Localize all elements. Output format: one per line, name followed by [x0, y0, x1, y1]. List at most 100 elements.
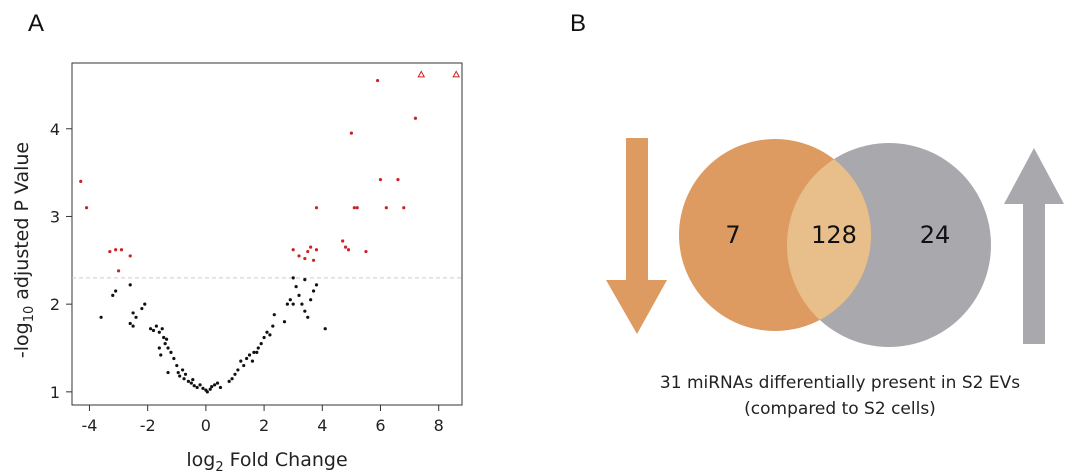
point-significant — [116, 269, 121, 273]
point-significant-offscale — [417, 70, 426, 78]
y-axis-label-sub: 10 — [22, 306, 37, 323]
point-not-significant — [164, 337, 169, 341]
point-significant — [128, 254, 132, 258]
y-axis-label: -log10 adjusted P Value — [11, 142, 37, 358]
point-not-significant — [134, 315, 138, 319]
venn-caption-line1: 31 miRNAs differentially present in S2 E… — [659, 373, 1021, 393]
axis-ticks: -4 -2 0 2 4 6 8 1 2 3 4 — [50, 120, 444, 435]
point-not-significant — [131, 324, 135, 328]
point-not-significant — [255, 350, 259, 354]
point-not-significant — [303, 309, 307, 313]
point-not-significant — [183, 372, 188, 376]
point-not-significant — [169, 350, 173, 354]
point-significant — [303, 256, 307, 261]
point-significant — [346, 248, 351, 252]
point-not-significant — [128, 283, 132, 287]
point-not-significant — [163, 342, 167, 346]
point-not-significant — [247, 353, 252, 357]
point-significant — [341, 239, 345, 243]
point-not-significant — [236, 368, 240, 372]
point-not-significant — [230, 377, 234, 381]
point-not-significant — [205, 390, 209, 394]
point-not-significant — [162, 335, 166, 340]
point-not-significant — [186, 379, 191, 383]
point-not-significant — [201, 386, 205, 390]
point-not-significant — [256, 346, 260, 350]
panel-label-b: B — [570, 10, 587, 37]
point-not-significant — [291, 276, 295, 280]
point-not-significant — [242, 363, 246, 368]
point-not-significant — [259, 342, 263, 346]
point-not-significant — [311, 289, 316, 293]
x-tick-label: 4 — [317, 416, 327, 435]
point-not-significant — [239, 359, 243, 363]
point-not-significant — [262, 335, 266, 340]
point-not-significant — [218, 385, 223, 390]
point-not-significant — [271, 324, 275, 328]
point-not-significant — [306, 315, 310, 319]
point-significant — [343, 245, 348, 249]
y-tick-label: 1 — [50, 383, 60, 402]
point-significant — [314, 248, 319, 252]
x-tick-label: 8 — [434, 416, 444, 435]
y-axis-label-rest: adjusted P Value — [11, 142, 33, 306]
point-not-significant — [309, 298, 313, 302]
point-not-significant — [172, 356, 176, 361]
plot-frame — [71, 62, 463, 406]
point-significant — [396, 178, 400, 182]
point-not-significant — [166, 370, 170, 375]
x-tick-label: 6 — [375, 416, 385, 435]
x-tick-label: -4 — [81, 416, 97, 435]
x-axis-label-sub: 2 — [215, 460, 223, 472]
y-tick-label: 2 — [50, 295, 60, 314]
point-significant — [402, 206, 406, 210]
point-not-significant — [215, 381, 220, 385]
point-not-significant — [180, 368, 185, 372]
point-significant — [84, 206, 89, 210]
point-not-significant — [159, 353, 163, 357]
point-not-significant — [285, 302, 289, 306]
point-significant — [119, 248, 124, 252]
point-not-significant — [227, 379, 231, 383]
point-significant — [413, 116, 418, 120]
point-significant — [314, 206, 319, 210]
point-significant — [375, 78, 380, 83]
point-not-significant — [245, 356, 249, 361]
point-not-significant — [99, 315, 103, 319]
point-significant — [378, 178, 383, 182]
point-not-significant — [252, 350, 256, 354]
point-not-significant — [294, 285, 298, 289]
point-significant — [309, 245, 313, 249]
point-not-significant — [213, 383, 217, 387]
panel-label-a: A — [28, 10, 45, 37]
x-axis-label: log2 Fold Change — [186, 449, 347, 472]
point-significant — [352, 206, 356, 210]
data-points — [79, 70, 461, 394]
point-not-significant — [114, 289, 118, 293]
point-not-significant — [288, 298, 292, 302]
venn-left-count: 7 — [725, 221, 740, 249]
point-not-significant — [303, 278, 307, 282]
point-not-significant — [323, 327, 327, 331]
point-not-significant — [175, 363, 179, 368]
point-not-significant — [198, 383, 202, 387]
point-not-significant — [176, 370, 180, 375]
point-significant — [114, 248, 118, 252]
point-not-significant — [140, 306, 144, 311]
point-not-significant — [300, 302, 304, 306]
venn-right-count: 24 — [920, 221, 951, 249]
x-axis-label-rest: Fold Change — [224, 449, 348, 471]
point-not-significant — [182, 377, 186, 381]
point-not-significant — [192, 384, 196, 388]
arrow-up-icon — [1004, 148, 1064, 344]
point-not-significant — [314, 283, 319, 287]
point-not-significant — [157, 346, 161, 350]
x-tick-label: -2 — [140, 416, 156, 435]
point-significant — [364, 249, 368, 254]
y-axis-label-base: -log — [11, 322, 33, 358]
point-significant-offscale — [452, 70, 461, 78]
point-not-significant — [154, 324, 159, 328]
point-not-significant — [272, 313, 276, 317]
